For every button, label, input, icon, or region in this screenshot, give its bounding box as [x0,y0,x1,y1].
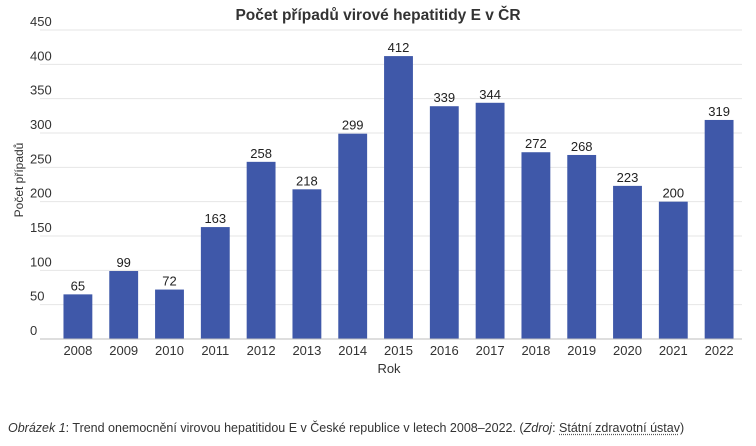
x-tick-label: 2019 [567,343,596,358]
data-label: 412 [388,40,410,55]
x-tick-label: 2016 [430,343,459,358]
data-label: 200 [662,186,684,201]
bar-2012 [246,161,276,339]
caption-source-sep: : [552,421,560,435]
data-label: 223 [617,170,639,185]
data-label: 258 [250,146,272,161]
y-axis-ticks: 0 50 100 150 200 250 300 350 400 450 [30,14,52,338]
bar-2016 [429,106,459,339]
x-tick-label: 2020 [613,343,642,358]
caption-source-link[interactable]: Státní zdravotní ústav [559,421,680,435]
x-tick-label: 2008 [63,343,92,358]
x-tick-label: 2011 [201,343,229,358]
data-label: 339 [433,90,455,105]
data-label: 163 [204,211,226,226]
y-tick-label: 450 [30,14,52,29]
bar-2010 [155,289,184,339]
x-tick-label: 2010 [155,343,184,358]
figure-caption: Obrázek 1: Trend onemocnění virovou hepa… [8,421,684,435]
bar-2009 [109,271,139,339]
y-tick-label: 400 [30,48,52,63]
y-tick-label: 50 [30,289,44,304]
bar-2011 [200,227,230,339]
y-tick-label: 200 [30,186,52,201]
x-axis-label: Rok [377,361,401,376]
bar-2017 [475,102,505,339]
y-tick-label: 250 [30,151,52,166]
data-label: 65 [71,278,85,293]
data-labels: 65 99 72 163 258 218 299 412 339 344 272 268 223 200 3… [71,40,730,293]
y-tick-label: 0 [30,323,37,338]
data-label: 72 [162,274,176,289]
y-tick-label: 350 [30,83,52,98]
data-label: 268 [571,139,593,154]
x-tick-label: 2009 [109,343,138,358]
y-axis-label: Počet případů [12,143,26,218]
bar-2022 [704,119,734,339]
x-tick-label: 2022 [705,343,734,358]
bar-2014 [338,133,368,339]
data-label: 299 [342,118,364,133]
bar-2018 [521,152,551,339]
caption-close: ) [679,421,685,435]
caption-text: : Trend onemocnění virovou hepatitidou E… [65,421,524,435]
bars [63,56,734,340]
bar-2008 [63,294,93,339]
y-tick-label: 300 [30,117,52,132]
data-label: 344 [479,87,501,102]
data-label: 99 [116,255,130,270]
x-tick-label: 2014 [338,343,367,358]
caption-label: Obrázek 1 [8,421,66,435]
data-label: 319 [708,104,730,119]
x-tick-label: 2018 [521,343,550,358]
y-tick-label: 150 [30,220,52,235]
y-tick-label: 100 [30,254,52,269]
bar-chart: Počet případů virové hepatitidy E v ČR 0… [12,6,742,376]
chart-title: Počet případů virové hepatitidy E v ČR [235,6,520,24]
bar-2021 [658,201,688,339]
data-label: 218 [296,173,318,188]
x-tick-label: 2017 [476,343,505,358]
x-tick-label: 2015 [384,343,413,358]
bar-2019 [567,154,597,339]
x-tick-label: 2013 [292,343,321,358]
x-tick-label: 2012 [247,343,276,358]
data-label: 272 [525,136,547,151]
x-tick-label: 2021 [659,343,688,358]
caption-source-label: Zdroj [523,421,553,435]
bar-2020 [613,185,642,339]
x-axis-ticks: 2008 2009 2010 2011 2012 2013 2014 2015 2016 2017… [63,343,733,358]
bar-2015 [384,56,413,340]
bar-2013 [292,189,322,339]
